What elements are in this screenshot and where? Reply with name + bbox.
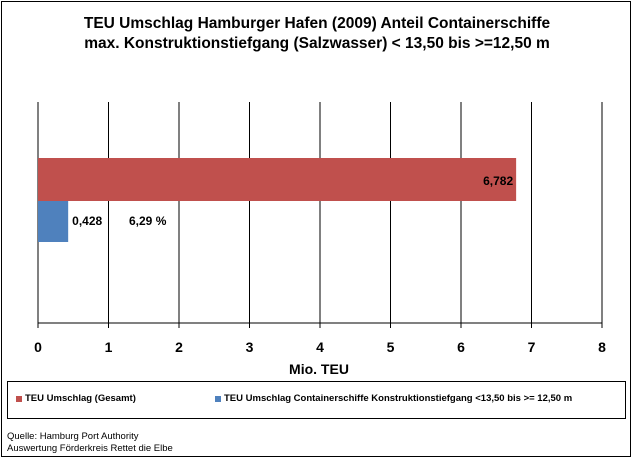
gridlines [37, 102, 603, 328]
legend-label-containerschiffe: TEU Umschlag Containerschiffe Konstrukti… [224, 393, 573, 404]
bar-0 [38, 158, 517, 201]
data-label-gesamt: 6,782 [483, 174, 513, 188]
title-line-1: TEU Umschlag Hamburger Hafen (2009) Ante… [83, 15, 551, 32]
legend: TEU Umschlag (Gesamt) TEU Umschlag Conta… [7, 381, 626, 419]
x-tick-label: 3 [246, 339, 254, 355]
share-annotation: 6,29 % [129, 214, 167, 228]
source-line-1: Quelle: Hamburg Port Authority [7, 431, 139, 442]
legend-swatch-gesamt [16, 395, 22, 402]
legend-swatch-containerschiffe [215, 395, 221, 402]
title-line-2: max. Konstruktionstiefgang (Salzwasser) … [84, 35, 550, 52]
source-note: Quelle: Hamburg Port Authority Auswertun… [7, 431, 173, 455]
x-tick-label: 1 [105, 339, 113, 355]
x-tick-label: 4 [316, 339, 324, 355]
x-tick-label: 8 [598, 339, 606, 355]
x-tick-label: 5 [387, 339, 395, 355]
legend-label-gesamt: TEU Umschlag (Gesamt) [25, 393, 136, 404]
data-label-containerschiffe: 0,428 [72, 214, 102, 228]
legend-item-containerschiffe: TEU Umschlag Containerschiffe Konstrukti… [215, 393, 572, 404]
x-tick-labels: 0 1 2 3 4 5 6 7 8 [34, 339, 606, 355]
legend-item-gesamt: TEU Umschlag (Gesamt) [16, 393, 136, 404]
bars: 6,782 0,428 6,29 % [38, 158, 517, 242]
source-line-2: Auswertung Förderkreis Rettet die Elbe [7, 443, 173, 454]
x-tick-label: 7 [528, 339, 536, 355]
x-axis-label: Mio. TEU [289, 361, 349, 377]
bar-1 [38, 201, 69, 242]
chart-title: TEU Umschlag Hamburger Hafen (2009) Ante… [0, 14, 634, 54]
x-tick-label: 6 [457, 339, 465, 355]
x-tick-label: 2 [175, 339, 183, 355]
x-tick-label: 0 [34, 339, 42, 355]
